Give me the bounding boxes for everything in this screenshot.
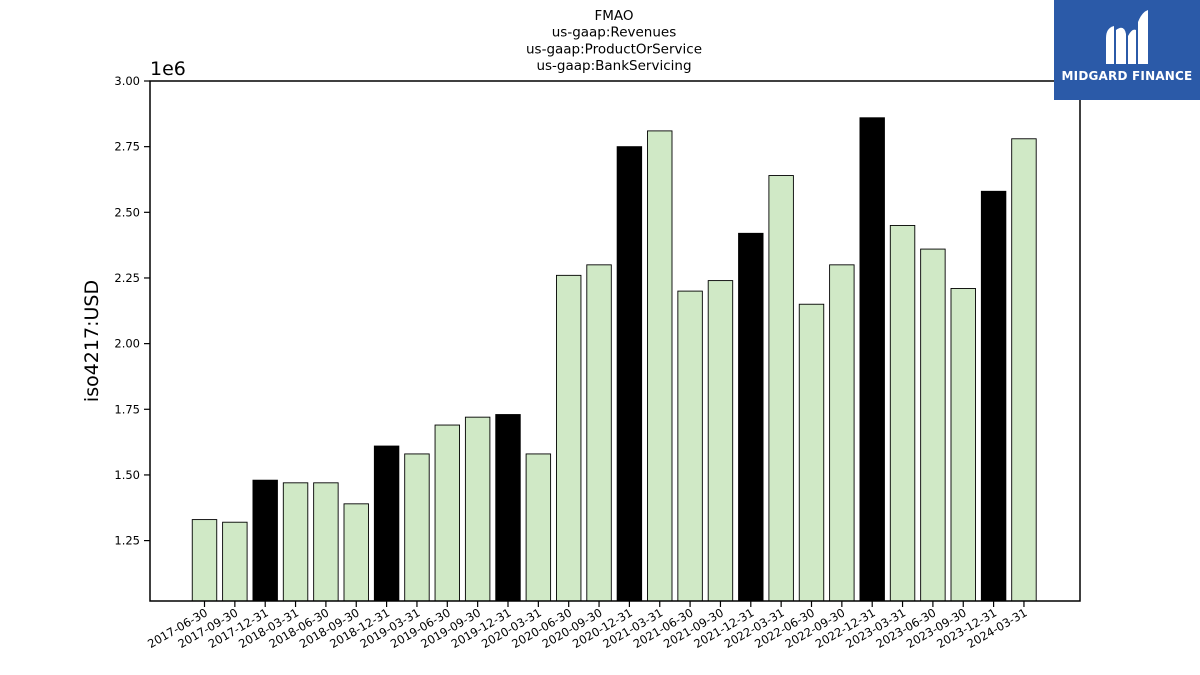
chart-title-line: FMAO bbox=[594, 8, 633, 24]
bar-2023-12-31 bbox=[980, 190, 1007, 602]
bar-2021-06-30 bbox=[677, 290, 703, 602]
bar-2017-06-30 bbox=[191, 519, 218, 602]
bar-2019-12-31 bbox=[495, 414, 521, 602]
bar-2021-12-31 bbox=[738, 232, 764, 602]
bar-2020-12-31 bbox=[616, 146, 643, 602]
y-tick-label: 2.00 bbox=[114, 337, 140, 351]
bar-2021-03-31 bbox=[647, 130, 673, 602]
y-tick-label: 1.75 bbox=[114, 402, 140, 416]
y-axis-label: iso4217:USD bbox=[81, 280, 103, 402]
bar-2023-06-30 bbox=[920, 248, 946, 602]
y-tick-label: 1.50 bbox=[114, 468, 140, 482]
bar-2020-06-30 bbox=[556, 274, 582, 602]
y-axis-offset-label: 1e6 bbox=[150, 58, 186, 80]
y-axis: 1.25 1.50 1.75 2.00 2.25 2.50 2.75 3.00 bbox=[114, 74, 150, 548]
bar-2019-03-31 bbox=[404, 453, 430, 602]
chart-title: FMAOus-gaap:Revenuesus-gaap:ProductOrSer… bbox=[526, 8, 702, 74]
bar-2022-12-31 bbox=[859, 117, 885, 602]
bar-2023-09-30 bbox=[950, 288, 976, 602]
bar-2019-09-30 bbox=[464, 416, 491, 602]
y-tick-label: 1.25 bbox=[114, 534, 140, 548]
y-tick-label: 3.00 bbox=[114, 74, 140, 88]
bar-series bbox=[191, 117, 1037, 602]
bar-2022-03-31 bbox=[768, 175, 794, 602]
bar-2022-09-30 bbox=[829, 264, 855, 602]
y-tick-label: 2.75 bbox=[114, 140, 140, 154]
bar-2017-12-31 bbox=[252, 479, 278, 602]
chart-title-line: us-gaap:Revenues bbox=[552, 25, 677, 41]
bar-2022-06-30 bbox=[798, 303, 825, 602]
plot-frame bbox=[149, 80, 1081, 602]
bar-2023-03-31 bbox=[889, 224, 916, 602]
bar-2018-06-30 bbox=[313, 482, 339, 602]
bar-2018-09-30 bbox=[343, 503, 369, 602]
bar-2018-03-31 bbox=[282, 482, 309, 602]
midgard-finance-logo: MIDGARD FINANCE bbox=[1054, 0, 1200, 100]
chart-title-line: us-gaap:BankServicing bbox=[536, 58, 691, 74]
logo-text: MIDGARD FINANCE bbox=[1061, 69, 1193, 83]
bar-2020-09-30 bbox=[586, 264, 612, 602]
bar-2019-06-30 bbox=[434, 424, 460, 602]
bar-2020-03-31 bbox=[525, 453, 552, 602]
y-tick-label: 2.25 bbox=[114, 271, 140, 285]
midgard-logo-icon bbox=[1106, 10, 1148, 65]
x-axis: 2017-06-302017-09-302017-12-312018-03-31… bbox=[145, 601, 1029, 651]
y-tick-label: 2.50 bbox=[114, 205, 140, 219]
bar-2017-09-30 bbox=[222, 521, 248, 602]
bar-2018-12-31 bbox=[373, 445, 400, 602]
chart-title-line: us-gaap:ProductOrService bbox=[526, 41, 702, 57]
bar-2024-03-31 bbox=[1011, 138, 1037, 602]
bar-2021-09-30 bbox=[707, 280, 734, 602]
